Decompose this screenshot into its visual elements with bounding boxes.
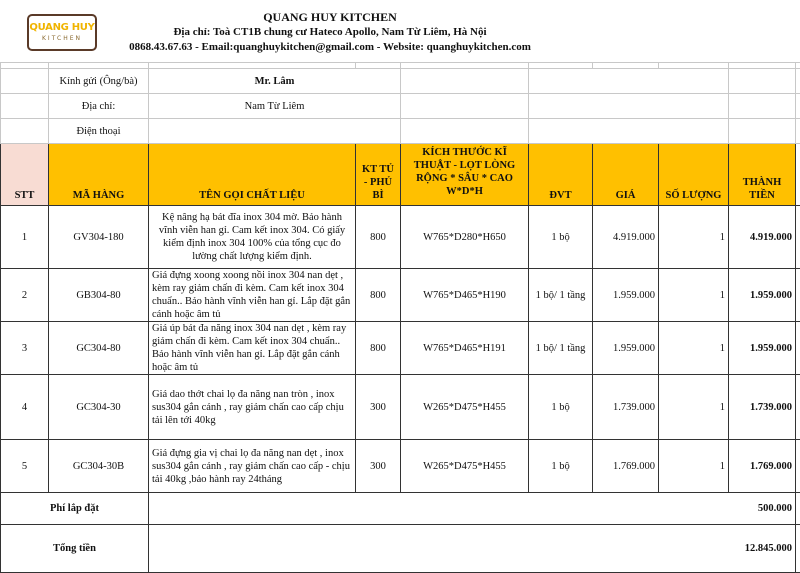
row-stt: 1 (1, 206, 49, 269)
col-header-size: KÍCH THƯỚC KĨ THUẬT - LỌT LÒNG RỘNG * SÂ… (401, 144, 529, 206)
row-size: W265*D475*H455 (401, 440, 529, 493)
row-code: GV304-180 (49, 206, 149, 269)
info-row-recipient: Kính gửi (Ông/bà)Mr. Lâm (1, 69, 800, 94)
col-header-unit: ĐVT (529, 144, 593, 206)
row-total: 4.919.000 (729, 206, 796, 269)
row-total: 1.769.000 (729, 440, 796, 493)
install-fee-value: 500.000 (149, 493, 796, 525)
row-price: 1.959.000 (593, 322, 659, 375)
row-desc: Giá đựng xoong xoong nồi inox 304 nan dẹ… (149, 269, 356, 322)
address-value[interactable]: Nam Từ Liêm (149, 94, 401, 119)
row-kt: 300 (356, 375, 401, 440)
col-header-code: MÃ HÀNG (49, 144, 149, 206)
row-stt: 4 (1, 375, 49, 440)
row-qty: 1 (659, 375, 729, 440)
row-qty: 1 (659, 322, 729, 375)
table-header: STT MÃ HÀNG TÊN GỌI CHẤT LIỆU KT TỦ - PH… (1, 144, 800, 206)
row-code: GC304-30B (49, 440, 149, 493)
row-price: 1.959.000 (593, 269, 659, 322)
row-code: GC304-30 (49, 375, 149, 440)
info-row-address: Địa chỉ:Nam Từ Liêm (1, 94, 800, 119)
row-qty: 1 (659, 440, 729, 493)
company-address: Địa chỉ: Toà CT1B chung cư Hateco Apollo… (120, 25, 540, 40)
row-stt: 3 (1, 322, 49, 375)
row-kt: 800 (356, 269, 401, 322)
row-price: 1.769.000 (593, 440, 659, 493)
row-code: GC304-80 (49, 322, 149, 375)
row-size: W765*D465*H190 (401, 269, 529, 322)
col-header-kt: KT TỦ - PHỦ BÌ (356, 144, 401, 206)
col-header-stt: STT (1, 144, 49, 206)
row-total: 1.739.000 (729, 375, 796, 440)
row-kt: 300 (356, 440, 401, 493)
row-kt: 800 (356, 322, 401, 375)
row-size: W265*D475*H455 (401, 375, 529, 440)
col-header-total: THÀNH TIỀN (729, 144, 796, 206)
quotation-table: Kính gửi (Ông/bà)Mr. Lâm Địa chỉ:Nam Từ … (0, 62, 800, 573)
row-unit: 1 bộ (529, 375, 593, 440)
company-name: QUANG HUY KITCHEN (120, 10, 540, 25)
row-unit: 1 bộ (529, 206, 593, 269)
row-kt: 800 (356, 206, 401, 269)
recipient-value[interactable]: Mr. Lâm (149, 69, 401, 94)
row-desc: Kệ nâng hạ bát đĩa inox 304 mờ. Bảo hành… (149, 206, 356, 269)
row-total: 1.959.000 (729, 269, 796, 322)
row-unit: 1 bộ (529, 440, 593, 493)
row-qty: 1 (659, 206, 729, 269)
info-row-phone: Điện thoại (1, 119, 800, 144)
row-stt: 2 (1, 269, 49, 322)
row-price: 4.919.000 (593, 206, 659, 269)
col-header-qty: SỐ LƯỢNG (659, 144, 729, 206)
row-code: GB304-80 (49, 269, 149, 322)
col-header-price: GIÁ (593, 144, 659, 206)
address-label: Địa chỉ: (49, 94, 149, 119)
install-fee-label: Phí lắp đặt (1, 493, 149, 525)
row-stt: 5 (1, 440, 49, 493)
row-desc: Giá đựng gia vị chai lọ đa năng nan dẹt … (149, 440, 356, 493)
row-price: 1.739.000 (593, 375, 659, 440)
row-size: W765*D465*H191 (401, 322, 529, 375)
row-qty: 1 (659, 269, 729, 322)
row-desc: Giá dao thớt chai lọ đa năng nan tròn , … (149, 375, 356, 440)
phone-value[interactable] (149, 119, 401, 144)
grand-total-value: 12.845.000 (149, 525, 796, 573)
recipient-label: Kính gửi (Ông/bà) (49, 69, 149, 94)
col-header-name: TÊN GỌI CHẤT LIỆU (149, 144, 356, 206)
row-unit: 1 bộ/ 1 tầng (529, 322, 593, 375)
row-size: W765*D280*H650 (401, 206, 529, 269)
row-desc: Giá úp bát đa năng inox 304 nan dẹt , kè… (149, 322, 356, 375)
grand-total-label: Tổng tiền (1, 525, 149, 573)
company-info: QUANG HUY KITCHEN Địa chỉ: Toà CT1B chun… (120, 10, 540, 55)
company-contact: 0868.43.67.63 - Email:quanghuykitchen@gm… (120, 40, 540, 55)
phone-label: Điện thoại (49, 119, 149, 144)
row-unit: 1 bộ/ 1 tầng (529, 269, 593, 322)
row-total: 1.959.000 (729, 322, 796, 375)
